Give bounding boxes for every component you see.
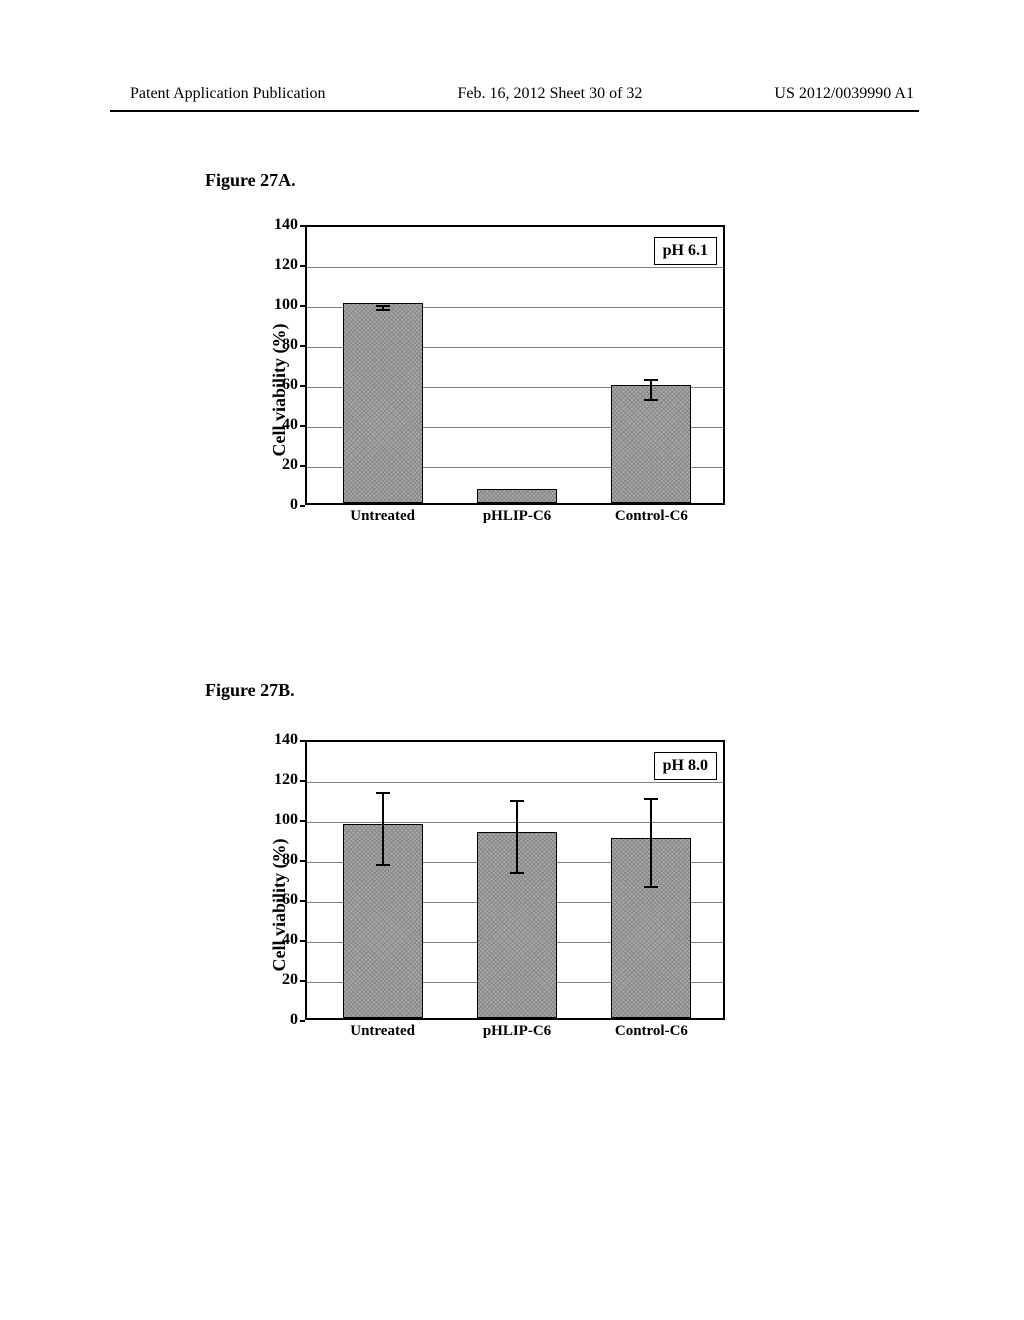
y-tick — [300, 305, 305, 307]
y-tick-label: 40 — [265, 416, 298, 434]
chart-a-legend: pH 6.1 — [654, 237, 717, 265]
x-tick-label: Untreated — [350, 508, 415, 525]
error-cap — [644, 379, 658, 381]
error-bar — [516, 800, 518, 872]
y-tick — [300, 860, 305, 862]
y-tick-label: 60 — [265, 891, 298, 909]
y-tick-label: 100 — [265, 811, 298, 829]
y-tick — [300, 940, 305, 942]
chart-a-plot-area: pH 6.1 UntreatedpHLIP-C6Control-C6 — [305, 225, 725, 505]
y-tick — [300, 225, 305, 227]
y-tick-label: 80 — [265, 336, 298, 354]
y-tick-label: 20 — [265, 456, 298, 474]
y-tick — [300, 425, 305, 427]
y-tick — [300, 265, 305, 267]
gridline — [307, 822, 723, 823]
error-cap — [644, 399, 658, 401]
error-cap — [644, 886, 658, 888]
x-tick-label: pHLIP-C6 — [483, 508, 551, 525]
y-tick — [300, 385, 305, 387]
bar — [477, 489, 557, 503]
header-divider — [110, 110, 919, 112]
gridline — [307, 782, 723, 783]
error-cap — [376, 309, 390, 311]
y-tick — [300, 980, 305, 982]
y-tick-label: 140 — [265, 731, 298, 749]
y-tick-label: 80 — [265, 851, 298, 869]
y-tick — [300, 505, 305, 507]
gridline — [307, 267, 723, 268]
y-tick — [300, 780, 305, 782]
error-bar — [382, 792, 384, 864]
chart-27b: Cell viability (%) pH 8.0 UntreatedpHLIP… — [225, 730, 745, 1080]
error-cap — [644, 798, 658, 800]
header-left: Patent Application Publication — [130, 85, 326, 103]
error-bar — [650, 379, 652, 399]
chart-b-legend: pH 8.0 — [654, 752, 717, 780]
chart-b-plot-area: pH 8.0 UntreatedpHLIP-C6Control-C6 — [305, 740, 725, 1020]
figure-27a-label: Figure 27A. — [205, 170, 296, 191]
y-tick-label: 20 — [265, 971, 298, 989]
error-cap — [510, 800, 524, 802]
error-cap — [376, 305, 390, 307]
y-tick — [300, 1020, 305, 1022]
y-tick-label: 140 — [265, 216, 298, 234]
y-tick-label: 0 — [265, 496, 298, 514]
y-tick-label: 0 — [265, 1011, 298, 1029]
y-tick — [300, 820, 305, 822]
page-header: Patent Application Publication Feb. 16, … — [0, 85, 1024, 103]
y-tick-label: 40 — [265, 931, 298, 949]
error-bar — [650, 798, 652, 886]
y-tick-label: 120 — [265, 771, 298, 789]
header-center: Feb. 16, 2012 Sheet 30 of 32 — [458, 85, 643, 103]
y-tick-label: 100 — [265, 296, 298, 314]
x-tick-label: Untreated — [350, 1023, 415, 1040]
bar — [343, 303, 423, 503]
error-cap — [510, 872, 524, 874]
x-tick-label: pHLIP-C6 — [483, 1023, 551, 1040]
bar — [611, 385, 691, 503]
y-tick-label: 60 — [265, 376, 298, 394]
figure-27b-label: Figure 27B. — [205, 680, 295, 701]
header-right: US 2012/0039990 A1 — [774, 85, 914, 103]
y-tick — [300, 740, 305, 742]
y-tick — [300, 345, 305, 347]
error-cap — [376, 792, 390, 794]
y-tick — [300, 900, 305, 902]
y-tick — [300, 465, 305, 467]
chart-27a: Cell viability (%) pH 6.1 UntreatedpHLIP… — [225, 215, 745, 565]
y-tick-label: 120 — [265, 256, 298, 274]
x-tick-label: Control-C6 — [615, 508, 688, 525]
error-cap — [376, 864, 390, 866]
x-tick-label: Control-C6 — [615, 1023, 688, 1040]
